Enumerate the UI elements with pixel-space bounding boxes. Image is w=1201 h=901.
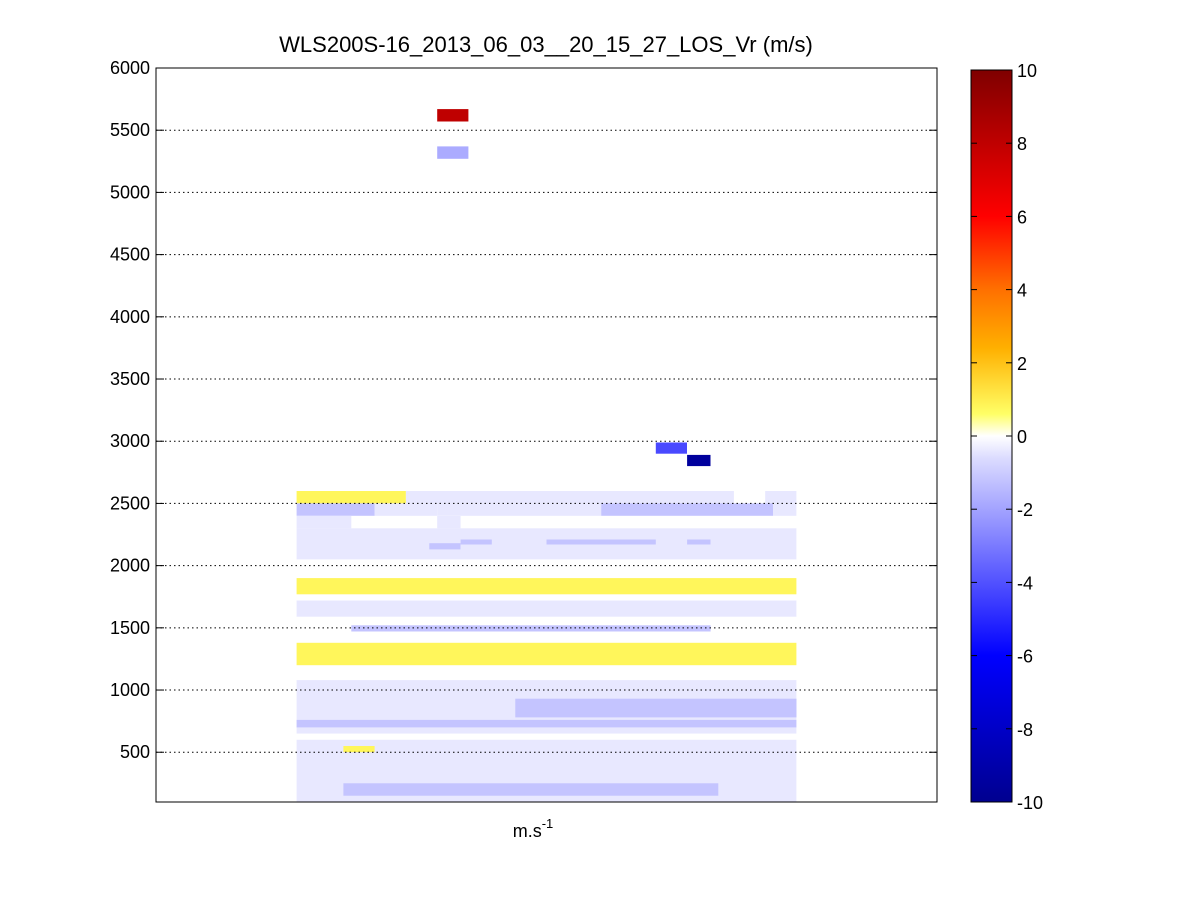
y-tick-label-2000: 2000 — [110, 556, 150, 576]
y-tick-label-500: 500 — [120, 742, 150, 762]
heatmap-cell-7 — [773, 503, 797, 516]
plot-frame — [155, 67, 938, 803]
heatmap-cell-0 — [296, 491, 406, 504]
heatmap-cell-26 — [437, 146, 469, 159]
chart-title: WLS200S-16_2013_06_03__20_15_27_LOS_Vr (… — [279, 32, 813, 57]
colorbar-tick-label-2: 2 — [1017, 354, 1027, 374]
y-tick-label-4000: 4000 — [110, 307, 150, 327]
heatmap-cell-25 — [437, 109, 469, 122]
y-tick-label-5000: 5000 — [110, 182, 150, 202]
colorbar: -10 -8 -6 -4 -2 0 2 4 6 8 10 — [970, 61, 1043, 813]
heatmap-cell-17 — [351, 625, 711, 632]
heatmap-cell-16 — [296, 600, 797, 617]
y-tick-label-3500: 3500 — [110, 369, 150, 389]
x-axis-label-superscript: -1 — [542, 816, 554, 831]
colorbar-tick-label--4: -4 — [1017, 573, 1033, 593]
y-tick-label-2500: 2500 — [110, 493, 150, 513]
heatmap-cell-24 — [343, 746, 375, 753]
x-axis-label: m.s-1 — [513, 816, 554, 841]
y-tick-label-3000: 3000 — [110, 431, 150, 451]
y-tick-label-1000: 1000 — [110, 680, 150, 700]
heatmap-cells — [296, 109, 797, 802]
heatmap-cell-6 — [601, 503, 773, 516]
colorbar-tick-label--8: -8 — [1017, 720, 1033, 740]
heatmap-cell-20 — [515, 698, 797, 718]
heatmap-cell-14 — [687, 539, 711, 545]
y-tick-label-4500: 4500 — [110, 245, 150, 265]
x-axis-label-base: m.s — [513, 821, 542, 841]
y-tick-label-1500: 1500 — [110, 618, 150, 638]
colorbar-tick-label--2: -2 — [1017, 500, 1033, 520]
heatmap-cell-5 — [437, 503, 602, 516]
colorbar-tick-label--6: -6 — [1017, 647, 1033, 667]
colorbar-tick-label-6: 6 — [1017, 207, 1027, 227]
heatmap-cell-3 — [296, 503, 375, 516]
heatmap-cell-21 — [296, 719, 797, 728]
plot-area: 500 1000 1500 2000 2500 3000 3500 4000 4500 5000 5… — [110, 58, 938, 803]
heatmap-cell-8 — [296, 515, 352, 529]
heatmap-cell-12 — [460, 539, 492, 545]
y-tick-label-6000: 6000 — [110, 58, 150, 78]
colorbar-ticks: -10 -8 -6 -4 -2 0 2 4 6 8 10 — [971, 61, 1043, 813]
colorbar-gradient — [971, 70, 1012, 802]
colorbar-tick-label-8: 8 — [1017, 134, 1027, 154]
heatmap-cell-2 — [765, 491, 797, 504]
y-axis-ticks: 500 1000 1500 2000 2500 3000 3500 4000 4500 5000 5… — [110, 58, 937, 762]
heatmap-cell-9 — [437, 515, 461, 529]
heatmap-cell-13 — [546, 539, 656, 545]
heatmap-cell-11 — [429, 543, 461, 550]
plot-background — [156, 68, 937, 802]
colorbar-tick-label-0: 0 — [1017, 427, 1027, 447]
heatmap-cell-28 — [687, 454, 711, 467]
heatmap-cell-27 — [655, 442, 687, 454]
heatmap-cell-4 — [374, 503, 438, 516]
heatmap-cell-15 — [296, 578, 797, 595]
y-tick-label-5500: 5500 — [110, 120, 150, 140]
colorbar-tick-label-4: 4 — [1017, 281, 1027, 301]
heatmap-cell-1 — [405, 491, 734, 504]
colorbar-tick-label--10: -10 — [1017, 793, 1043, 813]
heatmap-cell-18 — [296, 642, 797, 666]
colorbar-tick-label-10: 10 — [1017, 61, 1037, 81]
heatmap-cell-23 — [343, 783, 719, 796]
